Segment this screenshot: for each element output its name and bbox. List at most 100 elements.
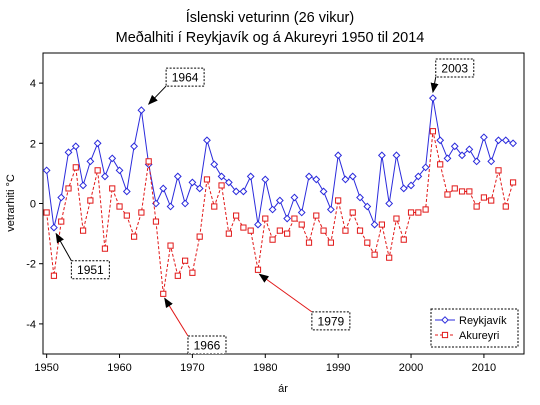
- data-point: [87, 197, 94, 204]
- annotation-box: [311, 311, 351, 331]
- annotation-box: [187, 335, 227, 355]
- annotation-1979: 1979: [258, 273, 351, 331]
- data-point: [415, 209, 422, 216]
- series-layer: [42, 94, 517, 297]
- data-point: [414, 172, 423, 181]
- data-point: [312, 175, 321, 184]
- x-tick-label: 1960: [107, 362, 131, 374]
- data-point: [349, 209, 356, 216]
- y-axis: -4 -2 0 2 4: [26, 78, 43, 331]
- y-tick-label: 4: [30, 78, 36, 90]
- data-point: [145, 158, 152, 165]
- data-point: [254, 266, 262, 273]
- data-point: [233, 212, 240, 219]
- legend-box: [430, 308, 519, 348]
- annotation-arrow: [430, 76, 439, 94]
- data-point: [319, 187, 328, 196]
- annotation-label: 1966: [194, 338, 221, 352]
- annotation-1966: 1966: [164, 297, 227, 355]
- data-point: [291, 215, 298, 222]
- annotation-label: 1964: [172, 71, 199, 85]
- data-point: [261, 175, 270, 184]
- data-point: [239, 187, 248, 196]
- y-tick-label: 2: [30, 138, 36, 150]
- data-point: [473, 203, 480, 210]
- data-point: [305, 239, 313, 246]
- data-point: [269, 236, 276, 243]
- data-point: [65, 185, 72, 192]
- data-point: [421, 163, 430, 172]
- x-tick-label: 1990: [326, 362, 350, 374]
- data-point: [335, 197, 342, 204]
- y-tick-label: -2: [26, 259, 36, 271]
- data-point: [108, 154, 117, 163]
- data-point: [276, 227, 283, 234]
- data-point: [356, 193, 364, 202]
- data-point: [152, 218, 160, 225]
- legend-marker: [441, 316, 449, 324]
- data-point: [109, 185, 116, 192]
- x-axis: 1950 1960 1970 1980 1990 2000 2010: [34, 354, 496, 374]
- annotation-box: [165, 67, 205, 87]
- data-point: [386, 254, 393, 261]
- x-tick-label: 2010: [472, 362, 496, 374]
- x-tick-label: 2000: [399, 362, 423, 374]
- data-point: [174, 272, 181, 279]
- data-point: [494, 136, 503, 145]
- data-point: [232, 187, 241, 196]
- data-point: [458, 188, 466, 195]
- data-point: [400, 236, 407, 243]
- data-point: [196, 233, 203, 240]
- data-point: [173, 172, 182, 181]
- data-point: [72, 164, 79, 171]
- y-tick-label: -4: [26, 319, 36, 331]
- data-point: [313, 212, 320, 219]
- annotation-arrow: [55, 232, 72, 261]
- data-point: [268, 205, 277, 214]
- data-point: [429, 128, 437, 135]
- data-point: [363, 202, 372, 211]
- annotation-arrow: [258, 273, 313, 313]
- data-point: [407, 209, 415, 216]
- data-point: [130, 142, 139, 151]
- chart-title-line-1: Íslenski veturinn (26 vikur): [186, 9, 354, 26]
- data-point: [101, 245, 109, 252]
- x-tick-label: 1950: [34, 362, 58, 374]
- data-point: [509, 179, 517, 186]
- data-point: [393, 215, 400, 222]
- data-point: [283, 214, 292, 223]
- data-point: [284, 230, 291, 237]
- legend-marker: [441, 331, 449, 339]
- data-point: [444, 191, 451, 198]
- data-point: [50, 223, 58, 232]
- data-point: [509, 139, 517, 148]
- data-point: [290, 193, 299, 202]
- x-tick-label: 1980: [253, 362, 277, 374]
- data-point: [334, 151, 343, 160]
- data-point: [79, 227, 87, 234]
- data-point: [326, 205, 335, 214]
- data-point: [297, 208, 306, 217]
- data-point: [167, 242, 174, 249]
- data-point: [437, 161, 444, 168]
- annotation-arrow: [164, 297, 189, 337]
- data-point: [159, 184, 168, 193]
- data-point: [86, 157, 95, 166]
- data-point: [451, 185, 458, 192]
- data-point: [203, 136, 211, 145]
- data-point: [247, 227, 254, 234]
- data-point: [465, 145, 474, 154]
- data-point: [195, 184, 204, 193]
- legend: Reykjavík Akureyri: [430, 308, 519, 348]
- chart-title-line-2: Meðalhiti í Reykjavík og á Akureyri 1950…: [116, 30, 425, 46]
- series-reykjav-k: [42, 94, 517, 232]
- data-point: [472, 157, 481, 166]
- data-point: [101, 172, 109, 181]
- data-point: [79, 181, 87, 190]
- data-point: [495, 167, 502, 174]
- data-point: [130, 233, 138, 240]
- annotation-layer: 1964 2003 1951 1966 1979: [55, 58, 475, 355]
- data-point: [123, 212, 130, 219]
- plot-area: [42, 52, 525, 355]
